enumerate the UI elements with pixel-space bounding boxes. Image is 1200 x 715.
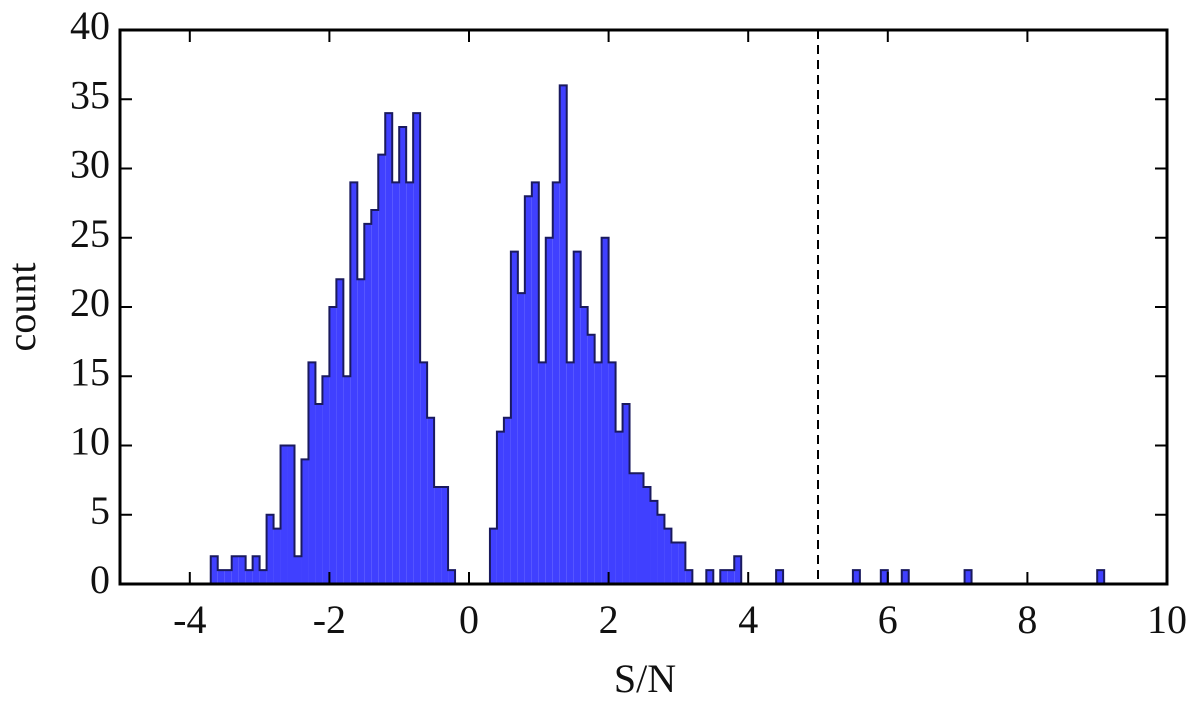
bar [734,556,742,584]
histogram-outline [209,84,1106,585]
bar [329,307,337,584]
bar [531,182,539,584]
bar [217,570,225,584]
bar [880,570,888,584]
bar [273,528,281,584]
bar [231,556,239,584]
bar [392,182,400,584]
x-tick-label: 2 [599,597,619,642]
bar [294,556,302,584]
bar [496,431,504,584]
bar [301,459,309,584]
bar [650,500,658,584]
bar [552,182,560,584]
bar [287,445,295,584]
bar [852,570,860,584]
bar [573,251,581,584]
bar [538,362,546,584]
y-tick-label: 30 [70,142,110,187]
bar [252,556,260,584]
bar [678,542,686,584]
x-axis-label: S/N [614,656,676,701]
y-tick-label: 15 [70,349,110,394]
bar [524,196,532,584]
x-tick-label: 6 [878,597,898,642]
bar [224,570,232,584]
bar [566,362,574,584]
bar [664,528,672,584]
bar [657,514,665,584]
bar [420,362,428,584]
bar [427,417,435,584]
x-tick-label: -2 [313,597,346,642]
x-tick-label: 10 [1147,597,1187,642]
y-tick-label: 25 [70,211,110,256]
y-axis-label: count [0,263,44,352]
bar [1097,570,1105,584]
bar [322,376,330,584]
bar [776,570,784,584]
y-tick-label: 20 [70,280,110,325]
bar [245,570,253,584]
bar [545,237,553,584]
bar [210,556,218,584]
x-tick-label: -4 [173,597,206,642]
bar [608,362,616,584]
bar [266,514,274,584]
bar [964,570,972,584]
bar [629,473,637,584]
bar [343,376,351,584]
bar [259,570,267,584]
bar [385,113,393,584]
bar [594,362,602,584]
bar [406,182,414,584]
bar [706,570,714,584]
bar [434,487,442,584]
bar [510,251,518,584]
plot-frame [118,28,1169,586]
bar [636,473,644,584]
bar [238,556,246,584]
x-tick-label: 8 [1017,597,1037,642]
bar [643,487,651,584]
bar [336,279,344,584]
bar [517,293,525,584]
bar [727,570,735,584]
bar [580,307,588,584]
bar [413,113,421,584]
y-tick-label: 5 [90,488,110,533]
y-tick-label: 40 [70,3,110,48]
bar [601,237,609,584]
bar [315,403,323,584]
x-tick-label: 4 [738,597,758,642]
bar [685,570,693,584]
bar [441,487,449,584]
bar [615,431,623,584]
bar [357,279,365,584]
bar [901,570,909,584]
bar [350,182,358,584]
bar [503,417,511,584]
y-tick-label: 0 [90,557,110,602]
bar [559,85,567,585]
bar [720,570,728,584]
bar [399,126,407,584]
bar [448,570,456,584]
bar [280,445,288,584]
bar [371,210,379,585]
bar [378,154,386,584]
bar [671,542,679,584]
bar [622,403,630,584]
bar [308,362,316,584]
bar [364,223,372,584]
x-tick-label: 0 [459,597,479,642]
y-tick-label: 35 [70,72,110,117]
y-tick-label: 10 [70,419,110,464]
bar [489,528,497,584]
bar [587,334,595,584]
